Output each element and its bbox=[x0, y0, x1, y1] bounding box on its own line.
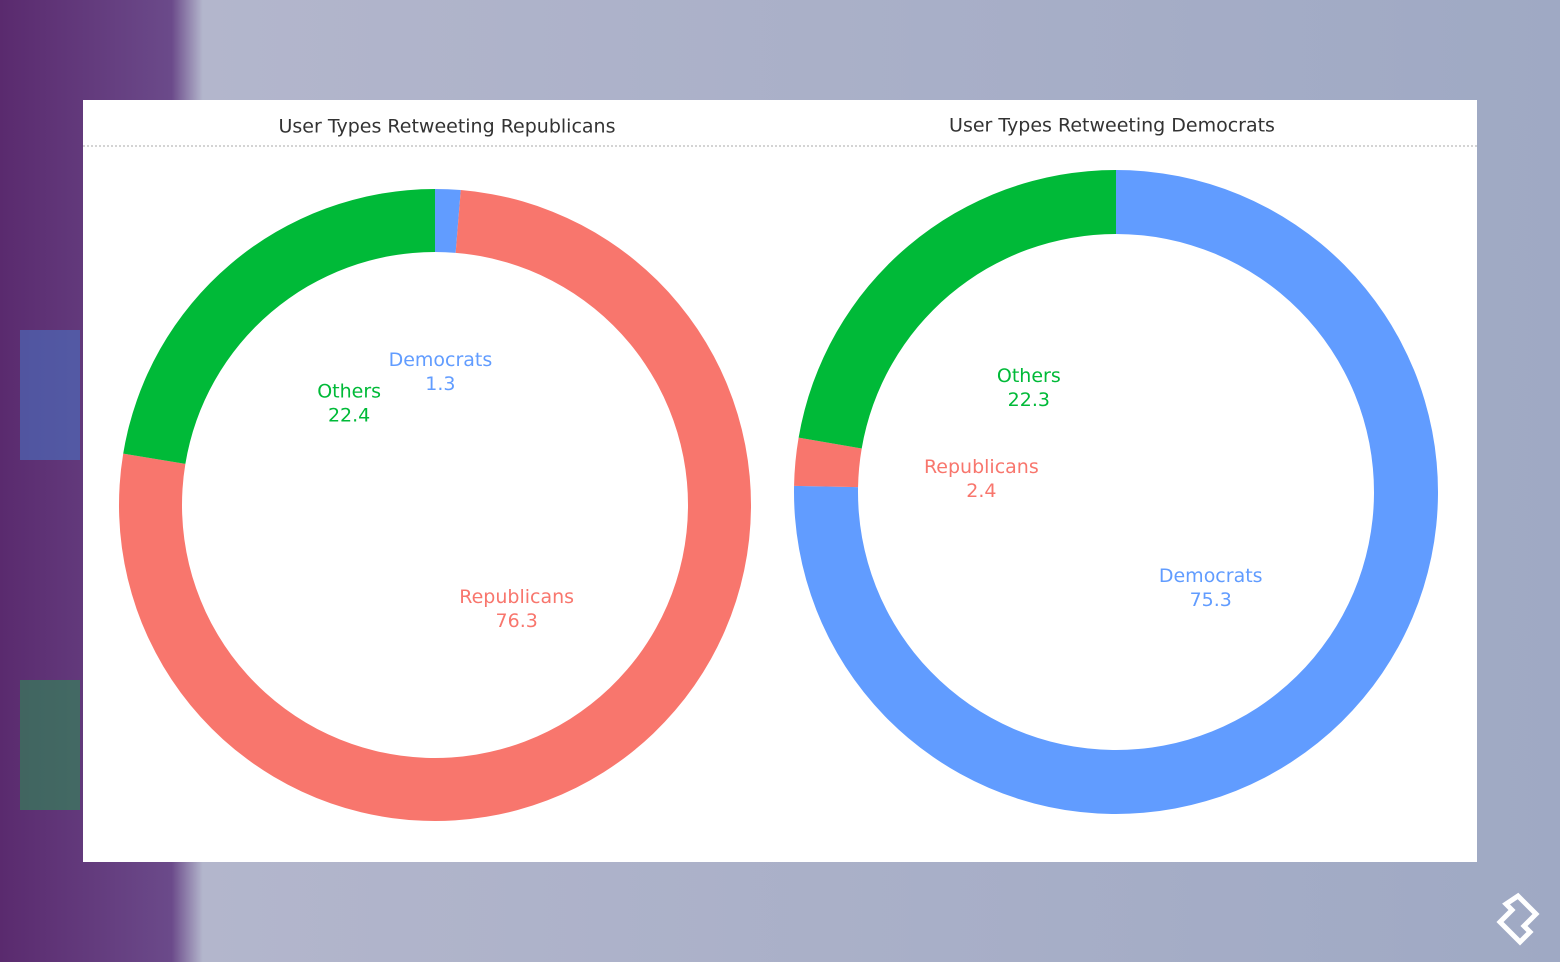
blurred-block bbox=[20, 330, 80, 460]
blurred-block bbox=[20, 680, 80, 810]
chart-title: User Types Retweeting Republicans bbox=[279, 116, 616, 138]
slice-label: Republicans bbox=[459, 586, 574, 608]
donut-segment bbox=[798, 170, 1116, 449]
slice-label: Democrats bbox=[389, 349, 493, 371]
donut-segment bbox=[794, 437, 862, 488]
slice-label: Republicans bbox=[924, 456, 1039, 478]
slice-label: Democrats bbox=[1159, 565, 1263, 587]
slice-label: Others bbox=[317, 380, 381, 402]
donut-segment bbox=[123, 189, 435, 464]
slice-value: 1.3 bbox=[425, 373, 455, 395]
chart-title: User Types Retweeting Democrats bbox=[949, 115, 1275, 137]
slice-label: Others bbox=[997, 365, 1061, 387]
donut-segment bbox=[435, 189, 461, 253]
slice-value: 75.3 bbox=[1190, 589, 1232, 611]
slice-value: 2.4 bbox=[966, 480, 996, 502]
slice-value: 22.4 bbox=[328, 404, 370, 426]
slice-value: 22.3 bbox=[1008, 389, 1050, 411]
slice-value: 76.3 bbox=[496, 610, 538, 632]
logo bbox=[1496, 892, 1540, 946]
